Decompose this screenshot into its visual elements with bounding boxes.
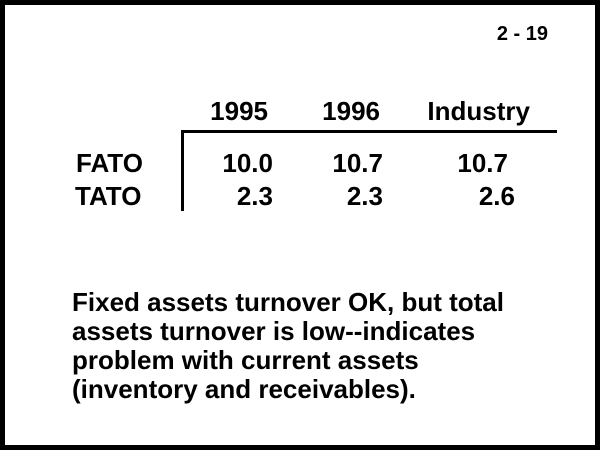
- table-header-rule: [181, 130, 557, 133]
- table-header-1996: 1996: [322, 96, 380, 126]
- table-header-industry: Industry: [427, 96, 530, 126]
- fato-industry-value: 10.7: [457, 148, 508, 178]
- row-label-tato: TATO: [75, 181, 142, 211]
- slide-number: 2 - 19: [496, 23, 548, 45]
- tato-industry-value: 2.6: [478, 181, 515, 211]
- row-label-fato: FATO: [76, 148, 143, 178]
- commentary-text: Fixed assets turnover OK, but total asse…: [72, 287, 504, 404]
- table-header-1995: 1995: [210, 96, 268, 126]
- tato-1996-value: 2.3: [346, 181, 383, 211]
- fato-1996-value: 10.7: [332, 148, 383, 178]
- tato-1995-value: 2.3: [236, 181, 273, 211]
- fato-1995-value: 10.0: [222, 148, 273, 178]
- table-divider-rule: [181, 130, 184, 211]
